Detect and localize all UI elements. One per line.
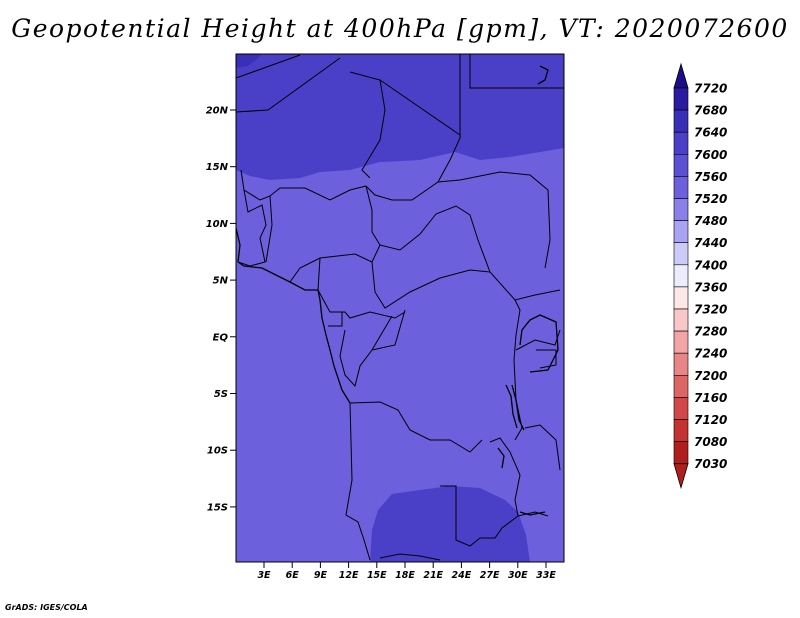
lat-label: 10S — [207, 446, 228, 457]
legend-arrow-top — [673, 62, 689, 89]
legend-label: 7720 — [694, 82, 727, 96]
coastline — [235, 65, 559, 516]
legend-label: 7400 — [694, 258, 727, 272]
legend-label: 7320 — [694, 303, 727, 317]
grads-credit: GrADS: IGES/COLA — [5, 603, 88, 612]
map-frame — [235, 53, 565, 563]
legend-label: 7680 — [694, 104, 727, 118]
legend-label: 7120 — [694, 413, 727, 427]
legend-swatch — [673, 109, 689, 133]
legend-swatch — [673, 330, 689, 354]
lat-label: 5S — [214, 389, 228, 400]
legend-label: 7640 — [694, 126, 727, 140]
legend-swatch — [673, 441, 689, 465]
field-high-north — [236, 54, 564, 180]
lon-label: 27E — [480, 570, 500, 581]
legend-swatch — [673, 176, 689, 199]
lat-label: 15N — [206, 162, 229, 173]
legend-swatch — [673, 242, 689, 266]
legend-label: 7080 — [694, 435, 727, 449]
field-high-northwest — [236, 54, 262, 68]
colorbar-legend: 7720 7680 7640 7600 7560 7520 7480 7440 7400 7360… — [673, 62, 727, 490]
lon-label: 3E — [257, 570, 271, 581]
lon-label: 15E — [367, 570, 387, 581]
map-title: Geopotential Height at 400hPa [gpm], VT:… — [11, 14, 789, 43]
lat-label: 5N — [213, 276, 229, 287]
lat-label: 10N — [206, 219, 229, 230]
lon-label: 24E — [452, 570, 472, 581]
lon-label: 30E — [508, 570, 528, 581]
lat-label: EQ — [213, 332, 229, 343]
country-borders — [235, 54, 564, 561]
lon-label: 33E — [536, 570, 556, 581]
legend-arrow-bottom — [673, 463, 689, 490]
legend-swatch — [673, 419, 689, 442]
legend-label: 7600 — [694, 148, 727, 162]
legend-swatch — [673, 397, 689, 420]
lon-label: 6E — [286, 570, 300, 581]
legend-swatch — [673, 308, 689, 332]
longitude-axis: 3E 6E 9E 12E 15E 18E 21E 24E 27E 30E 33E — [257, 562, 556, 581]
legend-swatch — [673, 220, 689, 244]
legend-swatch — [673, 374, 689, 398]
legend-label: 7240 — [694, 347, 727, 361]
lon-label: 12E — [339, 570, 359, 581]
legend-swatch — [673, 286, 689, 310]
legend-label: 7360 — [694, 280, 727, 294]
lon-label: 9E — [314, 570, 328, 581]
legend-label: 7480 — [694, 214, 727, 228]
legend-swatch — [673, 131, 689, 155]
lat-label: 15S — [207, 502, 228, 513]
legend-label: 7030 — [694, 457, 727, 471]
latitude-axis: 20N 15N 10N 5N EQ 5S 10S 15S — [206, 106, 236, 513]
map-area — [235, 53, 565, 563]
legend-label: 7160 — [694, 391, 727, 405]
legend-label: 7520 — [694, 192, 727, 206]
lat-label: 20N — [206, 106, 229, 117]
legend-swatch — [673, 198, 689, 221]
legend-label: 7280 — [694, 325, 727, 339]
legend-swatch — [673, 87, 689, 111]
legend-label: 7200 — [694, 369, 727, 383]
lon-label: 18E — [395, 570, 415, 581]
lon-label: 21E — [423, 570, 443, 581]
legend-swatch — [673, 352, 689, 376]
legend-label: 7440 — [694, 236, 727, 250]
legend-swatch — [673, 154, 689, 177]
legend-swatch — [673, 264, 689, 288]
legend-label: 7560 — [694, 170, 727, 184]
field-high-south — [370, 486, 530, 562]
